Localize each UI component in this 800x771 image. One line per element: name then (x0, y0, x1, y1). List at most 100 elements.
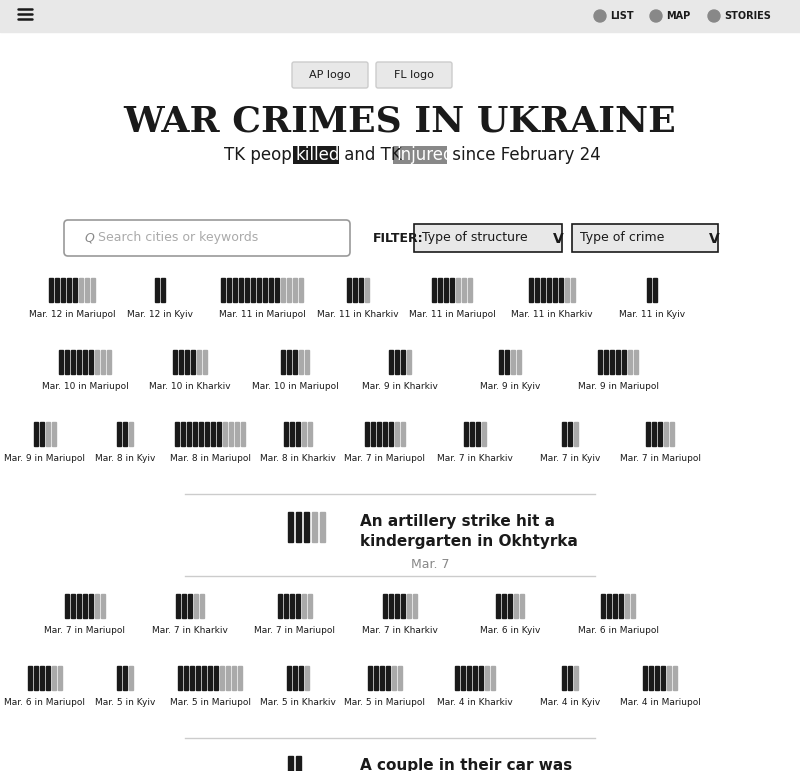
Bar (395, 594, 399, 618)
Bar (450, 278, 454, 302)
Bar (398, 666, 402, 690)
Bar (293, 666, 297, 690)
Bar (83, 594, 87, 618)
Bar (312, 512, 317, 542)
Bar (661, 666, 665, 690)
Bar (401, 422, 405, 446)
FancyBboxPatch shape (292, 62, 368, 88)
Bar (517, 350, 521, 374)
Bar (194, 594, 198, 618)
Bar (233, 278, 237, 302)
Text: MAP: MAP (666, 11, 690, 21)
Bar (568, 666, 572, 690)
Bar (238, 666, 242, 690)
Bar (0, 0, 800, 32)
Bar (101, 350, 105, 374)
Bar (65, 350, 69, 374)
Text: Mar. 7 in Mariupol: Mar. 7 in Mariupol (254, 626, 335, 635)
Bar (181, 422, 185, 446)
Bar (299, 350, 303, 374)
Bar (95, 594, 99, 618)
Bar (438, 278, 442, 302)
Text: Mar. 10 in Kharkiv: Mar. 10 in Kharkiv (149, 382, 231, 391)
Bar (179, 350, 183, 374)
Bar (610, 350, 614, 374)
Bar (71, 594, 75, 618)
Text: Mar. 5 in Kharkiv: Mar. 5 in Kharkiv (260, 698, 336, 707)
Bar (520, 594, 524, 618)
Bar (652, 422, 656, 446)
Bar (502, 594, 506, 618)
Text: A couple in their car was
attacked by a Russian
tank near Kyiv: A couple in their car was attacked by a … (360, 758, 572, 771)
Text: Type of structure: Type of structure (422, 231, 528, 244)
Bar (235, 422, 239, 446)
Bar (83, 350, 87, 374)
Bar (226, 666, 230, 690)
Bar (71, 350, 75, 374)
Bar (28, 666, 32, 690)
Bar (239, 278, 243, 302)
Bar (287, 350, 291, 374)
Text: WAR CRIMES IN UKRAINE: WAR CRIMES IN UKRAINE (124, 105, 676, 139)
Bar (34, 666, 38, 690)
Bar (227, 278, 231, 302)
Bar (462, 278, 466, 302)
Bar (155, 278, 159, 302)
Bar (628, 350, 632, 374)
Bar (658, 422, 662, 446)
Bar (468, 278, 472, 302)
Bar (514, 594, 518, 618)
Bar (562, 666, 566, 690)
Bar (217, 422, 221, 446)
Bar (673, 666, 677, 690)
Bar (173, 350, 177, 374)
Text: killed: killed (296, 146, 340, 164)
Text: Mar. 4 in Kyiv: Mar. 4 in Kyiv (540, 698, 600, 707)
Bar (380, 666, 384, 690)
Bar (496, 594, 500, 618)
Text: Type of crime: Type of crime (580, 231, 664, 244)
Text: AP logo: AP logo (309, 70, 351, 80)
Bar (221, 278, 225, 302)
Bar (203, 350, 207, 374)
Bar (444, 278, 448, 302)
Text: Mar. 6 in Kyiv: Mar. 6 in Kyiv (480, 626, 540, 635)
Bar (407, 350, 411, 374)
Bar (296, 422, 300, 446)
Bar (613, 594, 617, 618)
Bar (643, 666, 647, 690)
Bar (559, 278, 563, 302)
Bar (377, 422, 381, 446)
Text: and TK: and TK (339, 146, 407, 164)
Bar (281, 350, 285, 374)
Bar (296, 594, 300, 618)
Text: Mar. 12 in Kyiv: Mar. 12 in Kyiv (127, 310, 193, 319)
Bar (299, 666, 303, 690)
Bar (290, 594, 294, 618)
Bar (67, 278, 71, 302)
Bar (91, 278, 95, 302)
Bar (413, 594, 417, 618)
Text: Mar. 11 in Kharkiv: Mar. 11 in Kharkiv (317, 310, 399, 319)
Bar (55, 278, 59, 302)
Text: Mar. 8 in Kharkiv: Mar. 8 in Kharkiv (260, 454, 336, 463)
Bar (214, 666, 218, 690)
Bar (208, 666, 212, 690)
Bar (414, 224, 562, 252)
Bar (572, 224, 718, 252)
Bar (547, 278, 551, 302)
Text: Mar. 7 in Mariupol: Mar. 7 in Mariupol (45, 626, 126, 635)
Bar (625, 594, 629, 618)
Bar (664, 422, 668, 446)
Bar (284, 594, 288, 618)
Bar (568, 422, 572, 446)
Bar (191, 350, 195, 374)
Text: Q: Q (84, 231, 94, 244)
Text: Mar. 4 in Kharkiv: Mar. 4 in Kharkiv (437, 698, 513, 707)
Text: Mar. 9 in Mariupol: Mar. 9 in Mariupol (5, 454, 86, 463)
Bar (476, 422, 480, 446)
Text: Mar. 4 in Mariupol: Mar. 4 in Mariupol (619, 698, 701, 707)
Bar (293, 278, 297, 302)
Text: Mar. 7 in Kyiv: Mar. 7 in Kyiv (540, 454, 600, 463)
Bar (374, 666, 378, 690)
